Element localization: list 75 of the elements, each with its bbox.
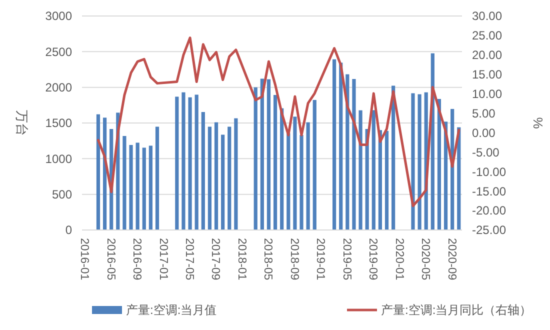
- bar: [142, 148, 146, 230]
- bar: [312, 100, 316, 230]
- bar: [266, 79, 271, 230]
- bar: [280, 108, 284, 230]
- bar: [300, 134, 304, 230]
- bar: [372, 110, 376, 230]
- bar: [437, 98, 442, 230]
- bar: [122, 136, 126, 230]
- bar: [254, 87, 258, 230]
- bar: [234, 118, 238, 230]
- bar: [214, 122, 218, 230]
- bar: [332, 59, 336, 230]
- bar: [228, 126, 232, 230]
- y2-tick-label: 0.00: [472, 126, 496, 140]
- bar: [148, 146, 152, 230]
- y2-tick-label: -5.00: [472, 145, 500, 160]
- x-tick-label: 2016-01: [78, 238, 90, 280]
- bar: [273, 94, 278, 230]
- bar: [201, 112, 205, 230]
- bar: [129, 144, 133, 230]
- y2-tick-label: -25.00: [472, 223, 506, 238]
- x-tick-label: 2018-05: [262, 238, 274, 280]
- y-tick-label: 3000: [45, 9, 72, 24]
- bar: [418, 94, 422, 230]
- y-tick-label: 2000: [45, 80, 72, 95]
- x-tick-label: 2019-05: [340, 238, 352, 280]
- x-tick-label: 2016-05: [104, 238, 116, 280]
- legend-label: 产量:空调:当月值: [126, 303, 217, 318]
- y2-tick-label: 20.00: [472, 48, 502, 62]
- x-tick-label: 2017-09: [209, 238, 222, 280]
- x-tick-label: 2017-01: [156, 238, 169, 280]
- y2-tick-label: 30.00: [472, 9, 502, 24]
- y2-tick-label: -10.00: [472, 164, 506, 179]
- bar: [194, 94, 198, 230]
- legend-label: 产量:空调:当月同比（右轴）: [381, 303, 532, 318]
- bar: [221, 134, 225, 230]
- bar: [286, 133, 290, 230]
- bar: [136, 142, 140, 230]
- bar: [293, 116, 297, 230]
- y-axis-title: 万台: [14, 110, 30, 136]
- bar: [384, 130, 389, 230]
- bar: [260, 78, 264, 230]
- bar: [182, 92, 186, 230]
- y2-tick-label: -15.00: [472, 184, 506, 198]
- bar: [411, 93, 415, 230]
- x-tick-label: 2020-01: [392, 238, 405, 280]
- bar: [155, 126, 160, 230]
- y2-tick-label: -20.00: [472, 204, 506, 218]
- x-tick-label: 2020-05: [419, 238, 432, 280]
- bar: [358, 110, 362, 230]
- bar: [175, 96, 179, 230]
- x-tick-label: 2020-09: [445, 238, 458, 280]
- x-tick-label: 2016-09: [130, 238, 143, 280]
- bar: [208, 126, 212, 230]
- line-series: [96, 36, 460, 208]
- y2-tick-label: 5.00: [472, 106, 496, 120]
- y2-axis-title: %: [530, 117, 546, 130]
- y-tick-label: 500: [52, 188, 72, 202]
- y2-tick-label: 10.00: [472, 87, 502, 102]
- y-tick-label: 2500: [45, 44, 72, 59]
- y-tick-label: 1000: [45, 152, 72, 166]
- x-tick-label: 2018-09: [288, 238, 300, 280]
- x-tick-label: 2018-01: [235, 238, 248, 280]
- y-tick-label: 0: [65, 223, 72, 238]
- x-tick-label: 2019-09: [366, 238, 379, 280]
- bar: [96, 114, 100, 230]
- bar: [339, 62, 343, 230]
- y2-tick-label: 25.00: [472, 28, 502, 43]
- bar: [188, 97, 192, 230]
- x-tick-label: 2019-01: [314, 238, 326, 280]
- y-tick-label: 1500: [45, 116, 72, 130]
- y2-tick-label: 15.00: [472, 68, 502, 82]
- x-tick-label: 2017-05: [183, 238, 196, 280]
- bar: [306, 122, 310, 230]
- bar: [352, 78, 356, 230]
